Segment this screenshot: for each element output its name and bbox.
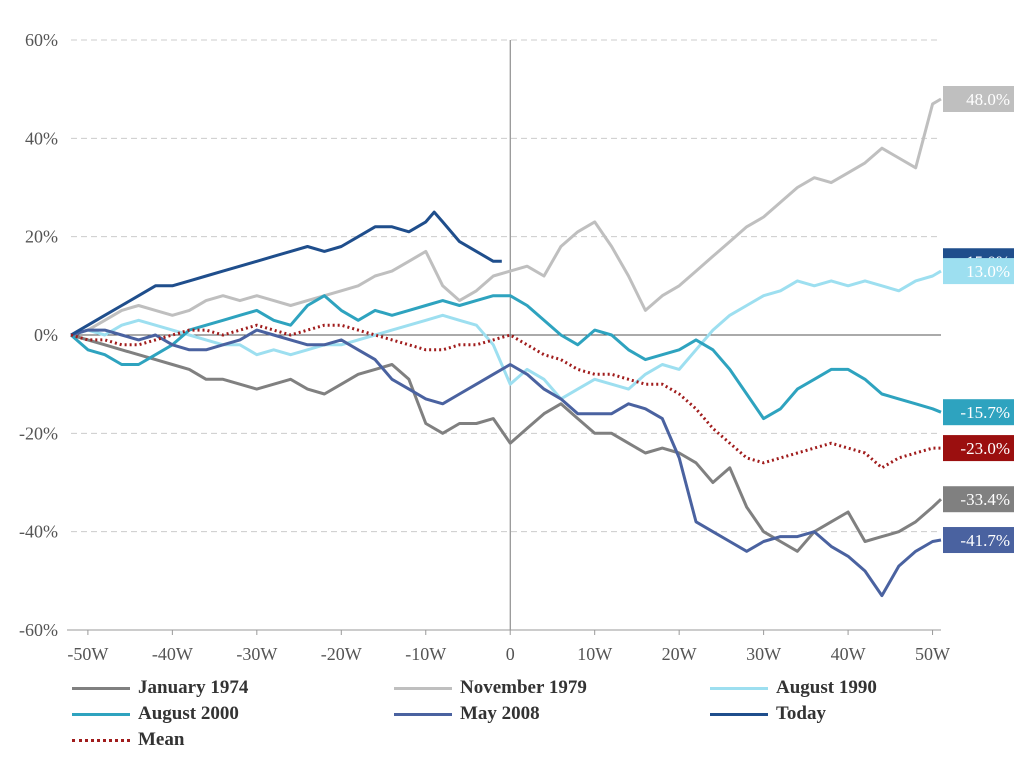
end-label-value: -33.4% [960, 490, 1010, 509]
y-tick-label: 0% [34, 325, 58, 345]
legend-label: January 1974 [138, 677, 249, 698]
x-tick-label: 10W [577, 644, 612, 664]
series-line-november-1979 [70, 97, 942, 337]
x-tick-label: -10W [405, 644, 446, 664]
legend-label: November 1979 [460, 677, 587, 698]
y-tick-label: -20% [19, 423, 58, 443]
legend-swatch [394, 686, 452, 690]
series-line-mean [70, 323, 941, 470]
x-tick-label: -50W [67, 644, 108, 664]
x-tick-label: 30W [746, 644, 781, 664]
end-label-value: -15.7% [960, 403, 1010, 422]
legend-swatch [710, 712, 768, 716]
line-chart: 60% 40% 20% 0% -20% -40% -60% -50W -40W -30W -20W… [19, 30, 1014, 664]
legend-item: Today [710, 702, 826, 726]
y-tick-label: -40% [19, 522, 58, 542]
x-tick-label: -20W [321, 644, 362, 664]
x-tick-label: -30W [236, 644, 277, 664]
series-line-august-1990 [70, 269, 942, 401]
y-tick-label: 40% [25, 128, 58, 148]
end-label-box [943, 258, 1014, 285]
x-tick-label: 20W [662, 644, 697, 664]
x-tick-label: 50W [915, 644, 950, 664]
x-tick-label: -40W [152, 644, 193, 664]
x-tick-label: 40W [831, 644, 866, 664]
legend-label: August 2000 [138, 703, 239, 724]
end-label-value: -23.0% [960, 439, 1010, 458]
end-label-box [943, 399, 1014, 426]
legend-swatch [394, 712, 452, 716]
legend-swatch [72, 712, 130, 716]
x-tick-label: 0 [506, 644, 515, 664]
legend-item: November 1979 [394, 676, 587, 700]
y-tick-label: 60% [25, 30, 58, 50]
x-axis-ticks: -50W -40W -30W -20W -10W 0 10W 20W 30W 40W 50W [67, 630, 950, 664]
series-line-may-2008 [70, 328, 942, 598]
legend-label: August 1990 [776, 677, 877, 698]
end-label-box [943, 527, 1014, 554]
legend-swatch [72, 738, 130, 742]
series-line-january-1974 [70, 333, 943, 553]
end-label-box [943, 435, 1014, 462]
y-tick-label: -60% [19, 620, 58, 640]
legend-swatch [710, 686, 768, 690]
legend-item: Mean [72, 728, 184, 752]
legend-label: Today [776, 703, 826, 724]
end-label-value: 48.0% [966, 90, 1010, 109]
end-value-labels: 48.0%15.0%13.0%-15.7%-23.0%-33.4%-41.7% [943, 86, 1014, 554]
end-label-box [943, 486, 1014, 513]
legend-item: January 1974 [72, 676, 248, 700]
legend-label: May 2008 [460, 703, 540, 724]
legend-swatch [72, 686, 130, 690]
legend-item: August 1990 [710, 676, 877, 700]
series-lines [70, 97, 943, 598]
y-tick-label: 20% [25, 227, 58, 247]
legend: January 1974 November 1979 August 1990 Augu… [72, 676, 972, 760]
series-line-today [70, 210, 502, 337]
legend-label: Mean [138, 729, 185, 750]
end-label-value: 13.0% [966, 262, 1010, 281]
y-axis-ticks: 60% 40% 20% 0% -20% -40% -60% [19, 30, 58, 640]
end-label-box [943, 86, 1014, 112]
series-line-august-2000 [70, 294, 942, 421]
axes [67, 40, 941, 631]
legend-item: May 2008 [394, 702, 540, 726]
legend-item: August 2000 [72, 702, 239, 726]
end-label-value: -41.7% [960, 531, 1010, 550]
